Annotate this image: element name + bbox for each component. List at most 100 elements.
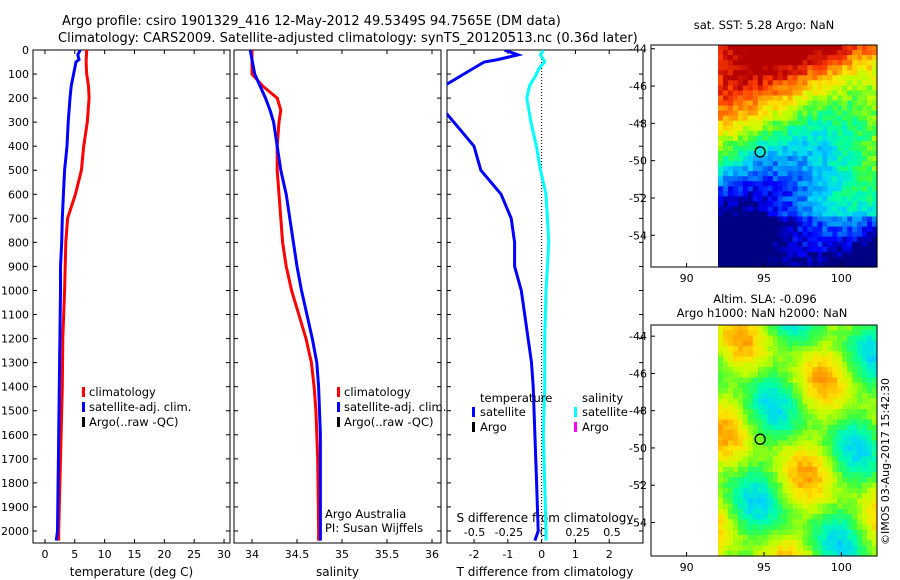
sla-cell <box>732 498 739 505</box>
sst-cell <box>732 145 739 152</box>
sla-cell <box>842 367 848 373</box>
sla-cell <box>718 340 724 347</box>
sst-cell <box>757 130 764 137</box>
sst-cell <box>792 135 799 142</box>
sst-cell <box>842 241 848 248</box>
sst-cell <box>723 140 729 147</box>
sla-cell <box>742 435 749 442</box>
sst-cell <box>857 216 863 223</box>
sst-cell <box>752 140 759 147</box>
sla-cell <box>782 325 789 331</box>
sla-cell <box>822 545 828 552</box>
sst-cell <box>847 120 853 127</box>
sst-cell <box>847 171 853 177</box>
sla-cell <box>867 482 873 489</box>
sst-cell <box>792 100 799 107</box>
sst-cell <box>742 181 749 187</box>
sla-cell <box>832 435 838 442</box>
sst-cell <box>723 85 729 91</box>
sla-cell <box>852 335 858 342</box>
sst-cell <box>857 211 863 218</box>
sst-cell <box>732 201 739 207</box>
sst-cell <box>832 206 838 213</box>
sst-cell <box>737 45 744 51</box>
sla-cell <box>797 503 804 510</box>
sst-cell <box>832 70 838 76</box>
sst-cell <box>822 191 828 197</box>
sst-cell <box>723 135 729 142</box>
sst-cell <box>857 166 863 172</box>
sla-cell <box>867 435 873 442</box>
sst-cell <box>857 50 863 56</box>
sla-cell <box>817 435 823 442</box>
sst-cell <box>817 216 823 223</box>
depth-tick-label: 400 <box>8 140 29 153</box>
sst-cell <box>802 201 809 207</box>
sst-cell <box>867 60 873 66</box>
sla-cell <box>857 466 863 473</box>
sla-cell <box>782 409 789 415</box>
sla-cell <box>797 325 804 331</box>
sst-cell <box>867 151 873 157</box>
sst-cell <box>737 110 744 117</box>
sst-cell <box>807 241 813 248</box>
sst-cell <box>742 110 749 117</box>
sst-cell <box>797 55 804 61</box>
sst-cell <box>807 95 813 102</box>
sla-cell <box>737 519 744 526</box>
sst-cell <box>852 80 858 86</box>
sst-cell <box>862 206 868 213</box>
sst-cell <box>718 241 724 248</box>
sla-cell <box>723 456 729 463</box>
sla-cell <box>832 340 838 347</box>
sla-cell <box>732 356 739 363</box>
sla-cell <box>752 456 759 463</box>
sla-cell <box>867 440 873 447</box>
sst-cell <box>812 100 818 107</box>
sst-cell <box>767 191 774 197</box>
sst-cell <box>842 110 848 117</box>
sla-cell <box>727 388 734 394</box>
sst-cell <box>807 166 813 172</box>
legend-swatch-sal-satellite <box>574 407 577 417</box>
sst-cell <box>757 120 764 127</box>
sla-cell <box>782 545 789 552</box>
sla-cell <box>802 414 809 421</box>
sla-cell <box>792 372 799 379</box>
sst-cell <box>727 231 734 238</box>
sst-cell <box>782 221 789 228</box>
depth-tick-label: 800 <box>8 236 29 249</box>
sla-cell <box>872 424 878 431</box>
sla-cell <box>822 524 828 531</box>
sla-cell <box>723 487 729 494</box>
sla-cell <box>827 535 833 541</box>
sla-cell <box>852 482 858 489</box>
sst-cell <box>752 80 759 86</box>
sla-cell <box>757 445 764 452</box>
sla-cell <box>723 477 729 484</box>
sst-cell <box>847 105 853 112</box>
sst-cell <box>867 241 873 248</box>
sla-cell <box>862 456 868 463</box>
sst-cell <box>832 85 838 91</box>
sst-cell <box>837 206 843 213</box>
sst-cell <box>782 231 789 238</box>
sst-cell <box>827 171 833 177</box>
sst-cell <box>832 130 838 137</box>
sst-cell <box>757 145 764 152</box>
sst-cell <box>747 85 754 91</box>
sst-cell <box>857 90 863 96</box>
sst-cell <box>747 161 754 167</box>
sst-cell <box>842 55 848 61</box>
sla-cell <box>752 356 759 363</box>
sla-cell <box>732 430 739 436</box>
sst-cell <box>802 251 809 258</box>
sst-cell <box>812 90 818 96</box>
sla-cell <box>827 351 833 358</box>
sla-cell <box>727 540 734 547</box>
sst-cell <box>862 100 868 107</box>
sst-cell <box>802 145 809 152</box>
sla-cell <box>742 388 749 394</box>
sst-heatmap <box>718 45 878 268</box>
sla-cell <box>787 414 794 421</box>
